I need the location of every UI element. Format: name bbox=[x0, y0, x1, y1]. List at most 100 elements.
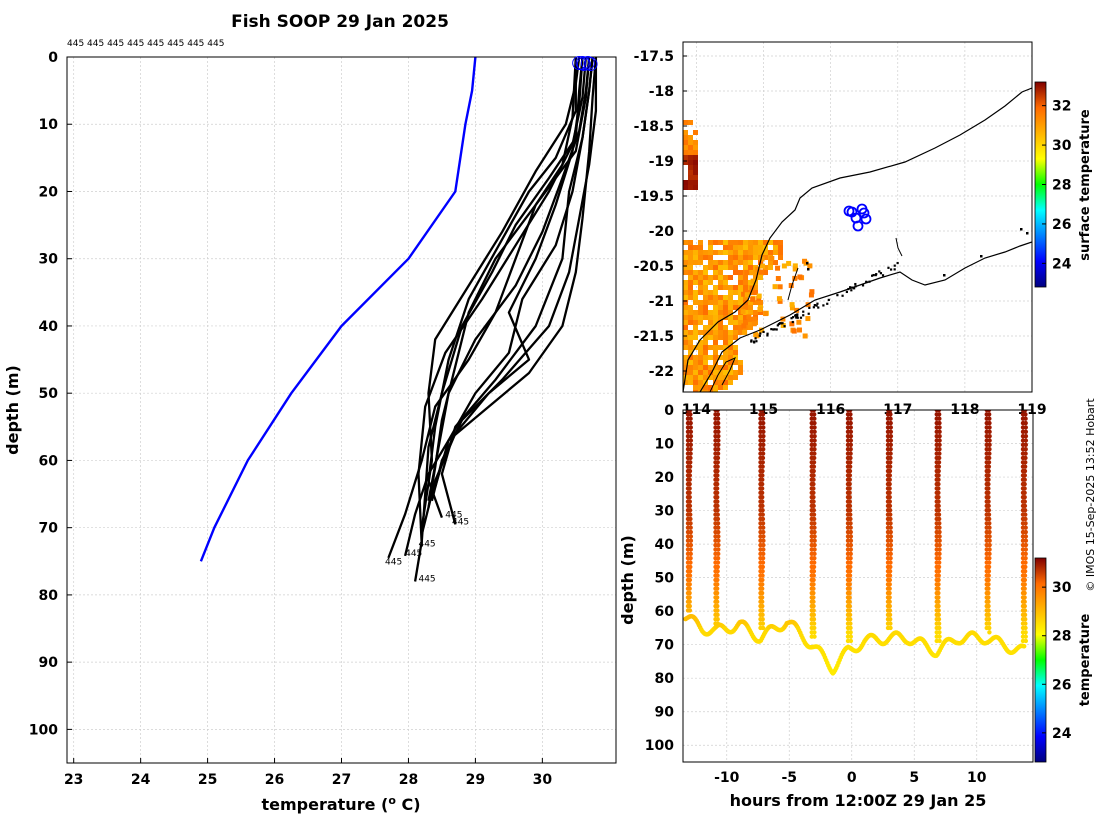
section-point bbox=[687, 573, 693, 578]
island-dot bbox=[807, 312, 810, 315]
section-point bbox=[688, 529, 693, 535]
sst-pixel bbox=[708, 345, 713, 350]
section-point bbox=[987, 438, 992, 443]
sst-pixel bbox=[703, 255, 708, 260]
section-point bbox=[1022, 499, 1027, 504]
cast-end-label: 445 bbox=[418, 539, 435, 549]
section-point bbox=[812, 551, 817, 557]
sst-pixel bbox=[796, 319, 802, 325]
sst-pixel bbox=[708, 245, 713, 250]
sst-pixel bbox=[758, 240, 763, 245]
island-dot bbox=[775, 328, 778, 331]
sst-pixel bbox=[723, 240, 728, 245]
sst-pixel bbox=[738, 290, 743, 295]
section-point bbox=[936, 464, 942, 469]
sst-pixel bbox=[743, 260, 748, 265]
sst-pixel bbox=[723, 355, 728, 360]
sst-pixel bbox=[688, 255, 693, 260]
sst-pixel bbox=[703, 290, 708, 295]
section-x-tick-label: -5 bbox=[781, 770, 797, 786]
island-dot bbox=[772, 328, 775, 331]
island-dot bbox=[826, 302, 829, 305]
section-axes-box bbox=[682, 409, 1034, 763]
sst-pixel bbox=[748, 280, 753, 285]
sst-pixel bbox=[703, 325, 708, 330]
sst-pixel bbox=[688, 180, 693, 185]
coastline bbox=[699, 241, 1032, 392]
section-point bbox=[987, 442, 992, 448]
sst-pixel bbox=[748, 245, 753, 250]
section-point bbox=[1023, 412, 1028, 417]
sst-pixel bbox=[744, 292, 750, 298]
section-point bbox=[760, 412, 766, 417]
sst-pixel bbox=[688, 160, 693, 165]
island-dot bbox=[781, 322, 784, 325]
section-point bbox=[687, 599, 692, 604]
sst-pixel bbox=[748, 260, 753, 265]
x-tick-label: 30 bbox=[533, 772, 553, 788]
section-point bbox=[937, 630, 942, 635]
section-point bbox=[986, 455, 992, 461]
island-dot bbox=[750, 339, 753, 342]
sst-pixel bbox=[718, 385, 723, 390]
section-point bbox=[937, 433, 942, 439]
sst-pixel bbox=[713, 315, 718, 320]
section-point bbox=[715, 455, 721, 461]
section-point bbox=[1023, 420, 1028, 426]
section-point bbox=[986, 468, 991, 474]
sst-pixel bbox=[728, 320, 733, 325]
sst-pixel bbox=[688, 365, 693, 370]
sst-pixel bbox=[728, 275, 733, 280]
section-point bbox=[1022, 503, 1028, 509]
section-point bbox=[987, 555, 992, 561]
island-dot bbox=[868, 280, 871, 283]
x-tick-label: 24 bbox=[131, 772, 151, 788]
sst-pixel bbox=[733, 370, 738, 375]
map-y-tick-label: -19 bbox=[649, 154, 674, 170]
section-x-tick-label: 10 bbox=[967, 770, 987, 786]
sst-pixel bbox=[683, 135, 688, 140]
section-point bbox=[687, 595, 692, 600]
y-tick-label: 10 bbox=[39, 117, 59, 133]
section-point bbox=[986, 621, 992, 626]
sst-pixel bbox=[755, 266, 761, 272]
section-point bbox=[1023, 621, 1028, 626]
sst-pixel bbox=[713, 265, 718, 270]
sst-pixel bbox=[723, 335, 728, 340]
sst-pixel bbox=[683, 250, 688, 255]
section-point bbox=[812, 442, 817, 448]
sst-pixel bbox=[683, 300, 688, 305]
section-point bbox=[716, 529, 721, 535]
sst-pixel bbox=[802, 333, 808, 339]
map-axes-box bbox=[682, 41, 1033, 393]
section-point bbox=[1023, 433, 1029, 439]
section-point bbox=[688, 525, 693, 530]
section-point bbox=[937, 416, 942, 421]
section-point bbox=[688, 425, 693, 430]
sst-pixel bbox=[693, 375, 698, 380]
sst-pixel bbox=[753, 255, 758, 260]
sst-pixel bbox=[758, 310, 763, 315]
island-dot bbox=[841, 294, 844, 297]
sst-pixel bbox=[733, 320, 738, 325]
section-point bbox=[1022, 573, 1028, 578]
sst-pixel bbox=[703, 365, 708, 370]
section-point bbox=[847, 590, 852, 596]
surface-position-markers bbox=[572, 56, 598, 72]
section-point bbox=[848, 538, 854, 543]
sst-pixel bbox=[802, 258, 808, 264]
x-tick-label: 29 bbox=[466, 772, 485, 788]
sst-pixel bbox=[728, 340, 733, 345]
sst-pixel bbox=[693, 335, 698, 340]
section-point bbox=[760, 508, 765, 513]
map-cb-tick-label: 32 bbox=[1052, 99, 1071, 115]
section-point bbox=[687, 586, 692, 591]
section-point bbox=[715, 508, 720, 513]
island-dot bbox=[878, 270, 881, 273]
sst-pixel bbox=[683, 155, 688, 160]
section-point bbox=[986, 499, 991, 504]
sst-pixel bbox=[708, 280, 713, 285]
section-point bbox=[716, 538, 721, 543]
sst-pixel bbox=[698, 305, 703, 310]
sst-pixel bbox=[791, 328, 797, 334]
